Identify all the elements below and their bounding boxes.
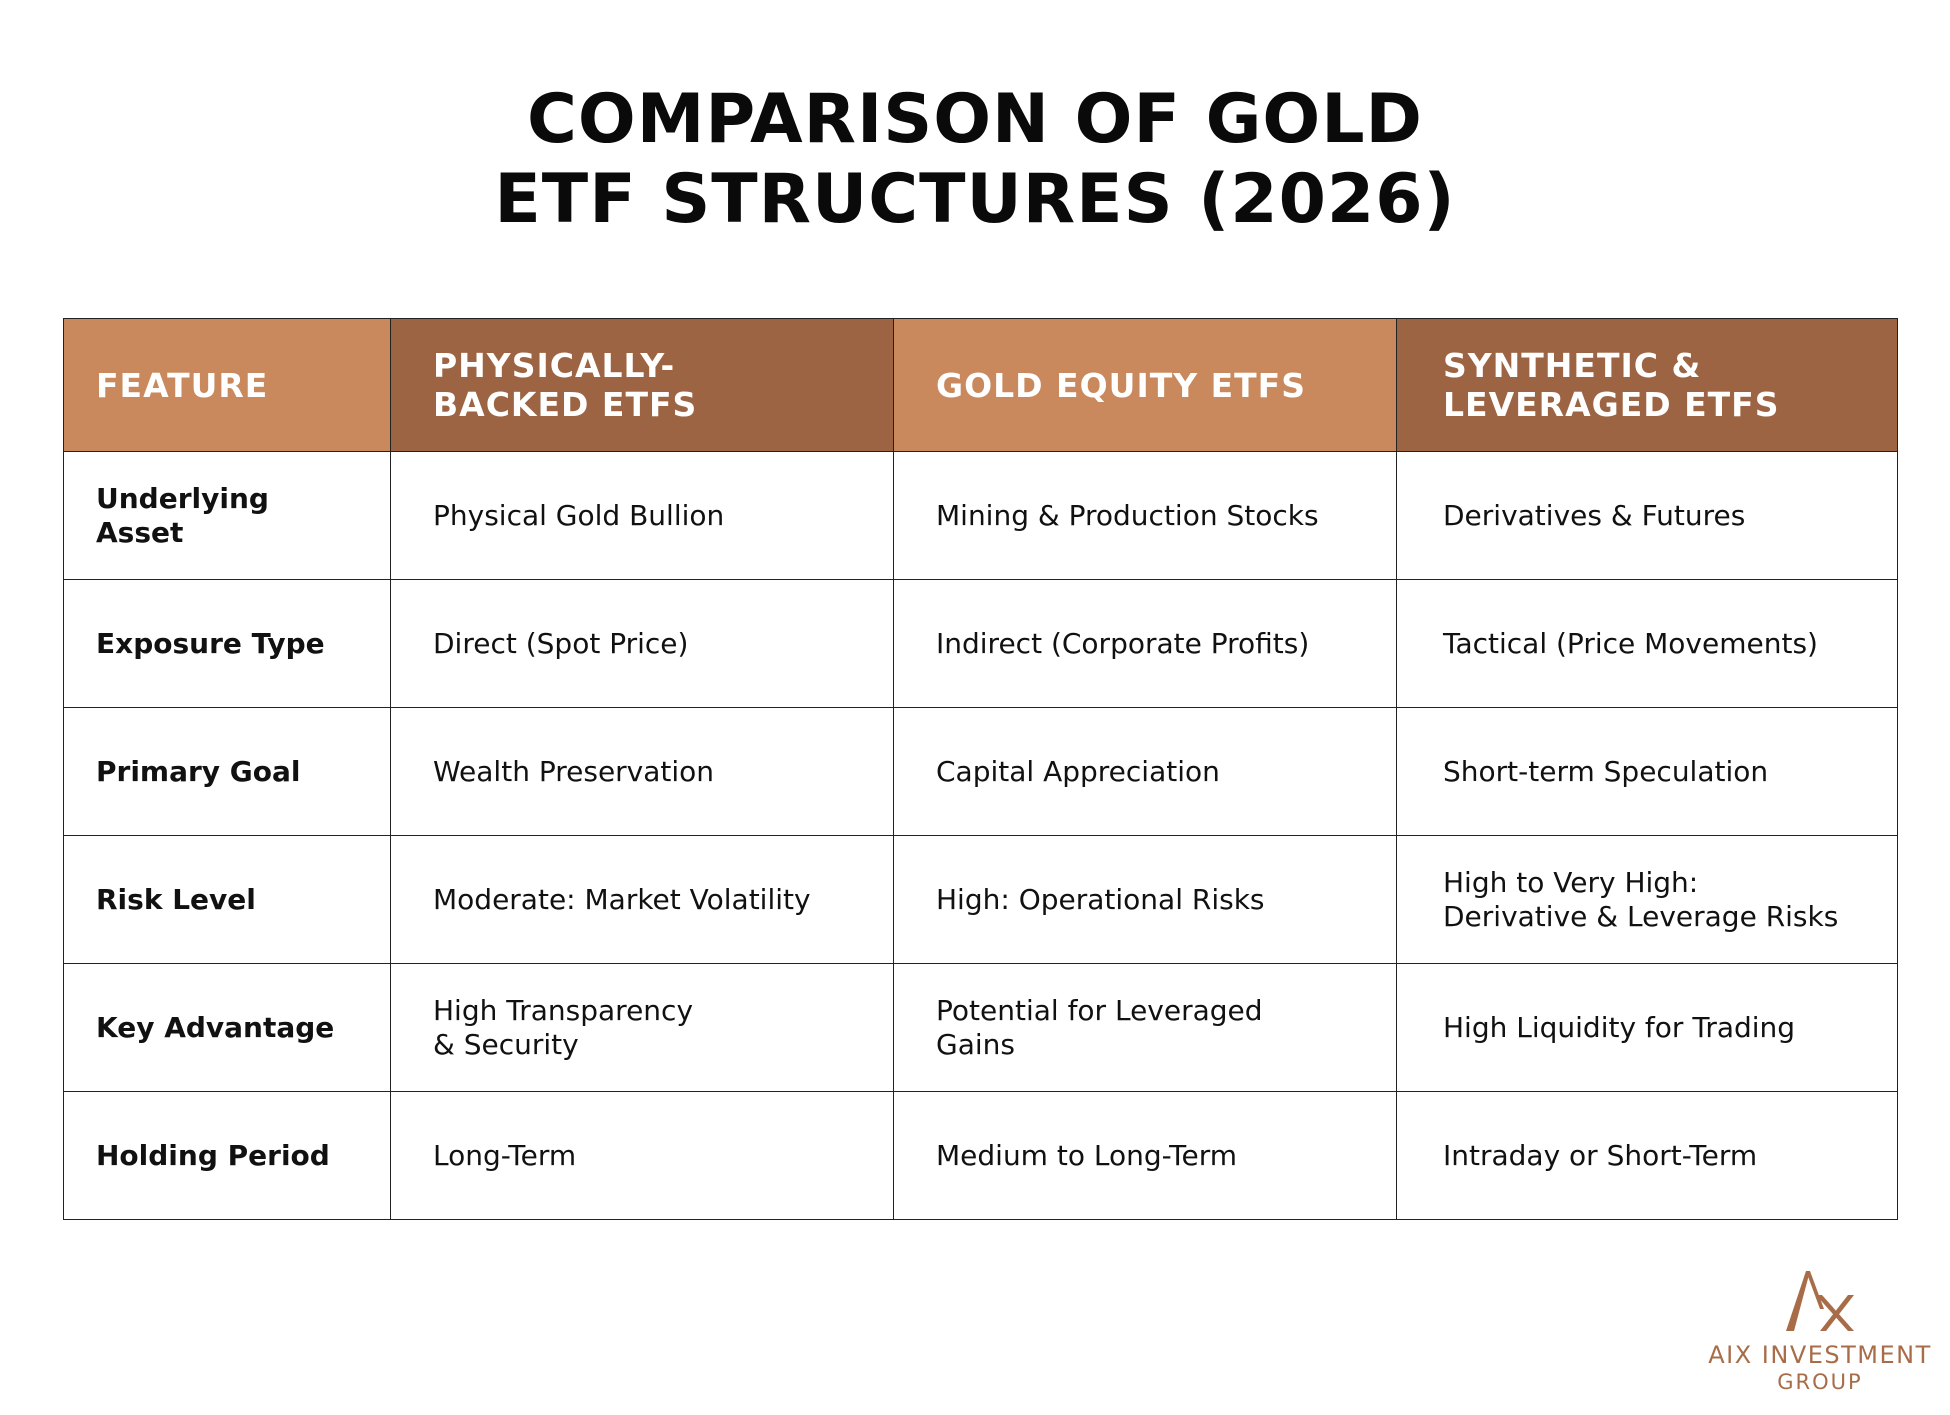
feature-cell: Exposure Type [63,579,391,708]
table-cell: Long-Term [390,1091,894,1220]
table-row: Underlying Asset Physical Gold Bullion M… [63,451,1898,580]
table-cell: Wealth Preservation [390,707,894,836]
header-gold-equity: GOLD EQUITY ETFS [893,318,1397,452]
cell-line: Derivatives & Futures [1443,498,1746,532]
table-cell: High to Very High: Derivative & Leverage… [1396,835,1898,964]
table-cell: Capital Appreciation [893,707,1397,836]
table-cell: Medium to Long-Term [893,1091,1397,1220]
table-row: Key Advantage High Transparency & Securi… [63,963,1898,1092]
table-row: Risk Level Moderate: Market Volatility H… [63,835,1898,964]
table-cell: High: Operational Risks [893,835,1397,964]
ax-monogram-icon [1786,1271,1854,1331]
feature-cell: Primary Goal [63,707,391,836]
cell-line: Potential for Leveraged [936,993,1263,1027]
cell-line: Derivative & Leverage Risks [1443,899,1839,933]
cell-line: Medium to Long-Term [936,1138,1238,1172]
page-title-line2: ETF STRUCTURES (2026) [494,160,1456,239]
cell-line: Capital Appreciation [936,754,1220,788]
table-cell: Intraday or Short-Term [1396,1091,1898,1220]
cell-line: Short-term Speculation [1443,754,1769,788]
table-cell: Derivatives & Futures [1396,451,1898,580]
header-gold-equity-line1: GOLD EQUITY ETFS [936,365,1306,405]
cell-line: Indirect (Corporate Profits) [936,626,1310,660]
cell-line: Mining & Production Stocks [936,498,1319,532]
feature-cell: Holding Period [63,1091,391,1220]
table-cell: Indirect (Corporate Profits) [893,579,1397,708]
table-cell: Direct (Spot Price) [390,579,894,708]
cell-line: High Liquidity for Trading [1443,1010,1796,1044]
header-synthetic-leveraged-line1: SYNTHETIC & [1443,346,1702,385]
header-synthetic-leveraged: SYNTHETIC & LEVERAGED ETFS [1396,318,1898,452]
header-physically-backed-line1: PHYSICALLY- [433,346,676,385]
table-row: Exposure Type Direct (Spot Price) Indire… [63,579,1898,708]
cell-line: & Security [433,1027,579,1061]
feature-cell: Risk Level [63,835,391,964]
table-cell: Potential for Leveraged Gains [893,963,1397,1092]
table-cell: High Liquidity for Trading [1396,963,1898,1092]
table-cell: Short-term Speculation [1396,707,1898,836]
table-cell: Tactical (Price Movements) [1396,579,1898,708]
cell-line: Wealth Preservation [433,754,715,788]
cell-line: Physical Gold Bullion [433,498,725,532]
table-cell: Physical Gold Bullion [390,451,894,580]
cell-line: High Transparency [433,993,694,1027]
header-physically-backed: PHYSICALLY- BACKED ETFS [390,318,894,452]
comparison-table: FEATURE PHYSICALLY- BACKED ETFS GOLD EQU… [63,318,1898,1220]
cell-line: High to Very High: [1443,865,1699,899]
cell-line: Moderate: Market Volatility [433,882,811,916]
cell-line: High: Operational Risks [936,882,1265,916]
logo-name: AIX INVESTMENT [1708,1341,1932,1369]
feature-cell: Key Advantage [63,963,391,1092]
cell-line: Long-Term [433,1138,577,1172]
page-title: COMPARISON OF GOLD ETF STRUCTURES (2026) [0,80,1950,240]
header-feature: FEATURE [63,318,391,452]
company-logo: AIX INVESTMENT GROUP [1700,1265,1940,1405]
cell-line: Gains [936,1027,1015,1061]
table-cell: Mining & Production Stocks [893,451,1397,580]
table-row: Primary Goal Wealth Preservation Capital… [63,707,1898,836]
header-physically-backed-line2: BACKED ETFS [433,385,698,424]
header-feature-line1: FEATURE [96,365,269,405]
table-header-row: FEATURE PHYSICALLY- BACKED ETFS GOLD EQU… [63,318,1898,452]
feature-cell: Underlying Asset [63,451,391,580]
header-synthetic-leveraged-line2: LEVERAGED ETFS [1443,385,1780,424]
table-cell: High Transparency & Security [390,963,894,1092]
cell-line: Tactical (Price Movements) [1443,626,1818,660]
cell-line: Intraday or Short-Term [1443,1138,1758,1172]
logo-sub: GROUP [1777,1370,1863,1394]
page-title-line1: COMPARISON OF GOLD [527,80,1423,159]
table-cell: Moderate: Market Volatility [390,835,894,964]
cell-line: Direct (Spot Price) [433,626,689,660]
table-row: Holding Period Long-Term Medium to Long-… [63,1091,1898,1220]
